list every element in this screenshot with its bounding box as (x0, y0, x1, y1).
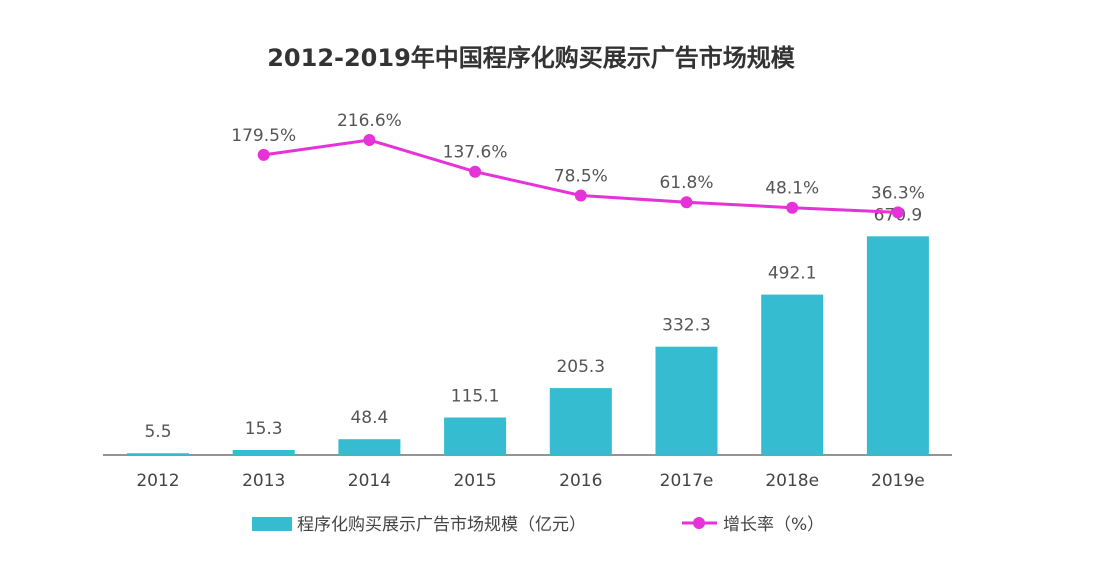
legend-swatch-bar (252, 517, 292, 531)
ticks-layer: 2012 2013 2014 2015 2016 2017e 2018e 2019e (136, 471, 924, 491)
x-tick-2015: 2015 (453, 471, 496, 491)
growth-point-2014 (363, 134, 376, 146)
x-tick-2019e: 2019e (871, 471, 925, 491)
legend-label-line: 增长率（%） (723, 515, 824, 535)
x-tick-2017e: 2017e (660, 471, 714, 491)
bar-value-label-2017e: 332.3 (662, 316, 711, 336)
growth-label-2019e: 36.3% (871, 183, 925, 203)
growth-point-2019e (891, 206, 904, 219)
bar-2012 (127, 453, 189, 455)
x-tick-2018e: 2018e (765, 471, 819, 491)
x-tick-2012: 2012 (136, 471, 179, 491)
bar-value-label-2013: 15.3 (245, 419, 283, 439)
growth-label-2016: 78.5% (554, 167, 608, 187)
growth-point-2015 (469, 165, 482, 178)
bar-2013 (232, 450, 295, 455)
bar-value-label-2016: 205.3 (556, 357, 605, 377)
bar-2016 (549, 388, 612, 455)
bar-2014 (338, 439, 401, 455)
x-tick-2014: 2014 (348, 471, 391, 491)
growth-point-2017e (680, 196, 693, 209)
legend-swatch-marker (693, 517, 705, 529)
growth-label-2014: 216.6% (337, 111, 402, 131)
bar-2015 (444, 417, 507, 455)
legend-label-bar: 程序化购买展示广告市场规模（亿元） (297, 515, 586, 535)
growth-point-2013 (257, 148, 270, 161)
growth-label-2013: 179.5% (231, 126, 296, 146)
legend: 程序化购买展示广告市场规模（亿元） 增长率（%） (252, 515, 824, 535)
growth-point-2018e (786, 201, 799, 214)
growth-label-2018e: 48.1% (765, 179, 819, 199)
x-tick-2013: 2013 (242, 471, 285, 491)
bar-2017e (655, 346, 718, 455)
bars-layer (127, 236, 929, 455)
growth-label-2015: 137.6% (443, 143, 508, 163)
x-tick-2016: 2016 (559, 471, 602, 491)
bar-value-label-2014: 48.4 (350, 408, 388, 428)
bar-2019e (866, 236, 929, 455)
chart-title: 2012-2019年中国程序化购买展示广告市场规模 (267, 44, 796, 72)
bar-2018e (761, 294, 824, 455)
bar-value-label-2018e: 492.1 (768, 264, 817, 284)
growth-label-2017e: 61.8% (659, 173, 713, 193)
line-layer: 179.5% 216.6% 137.6% 78.5% 61.8% 48.1% 36.3% (231, 111, 925, 219)
bar-value-label-2012: 5.5 (144, 422, 171, 442)
growth-point-2016 (574, 189, 587, 202)
bar-value-label-2015: 115.1 (451, 387, 500, 407)
